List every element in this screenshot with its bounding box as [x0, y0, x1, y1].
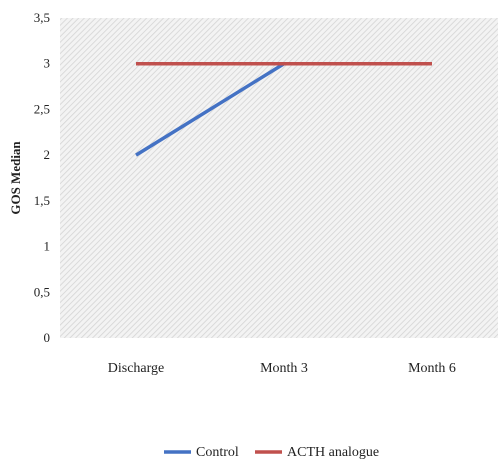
y-tick-label: 3,5: [34, 10, 50, 25]
legend-label: ACTH analogue: [287, 445, 379, 460]
plot-area: [60, 18, 498, 338]
y-tick-label: 1: [44, 239, 51, 254]
y-axis-label: GOS Median: [8, 141, 23, 215]
y-tick-label: 2,5: [34, 101, 50, 116]
series-lines: [135, 61, 432, 157]
x-tick-label: Month 3: [260, 361, 308, 376]
y-tick-label: 1,5: [34, 193, 50, 208]
y-tick-label: 3: [44, 56, 51, 71]
legend: Control ACTH analogue: [164, 445, 379, 460]
y-tick-label: 0: [44, 330, 51, 345]
y-axis-ticks: 0 0,5 1 1,5 2 2,5 3 3,5: [34, 10, 50, 345]
y-tick-label: 0,5: [34, 284, 50, 299]
x-tick-label: Discharge: [108, 361, 165, 376]
y-tick-label: 2: [44, 147, 51, 162]
x-tick-label: Month 6: [408, 361, 456, 376]
x-axis-ticks: Discharge Month 3 Month 6: [108, 361, 456, 376]
legend-label: Control: [196, 445, 239, 460]
